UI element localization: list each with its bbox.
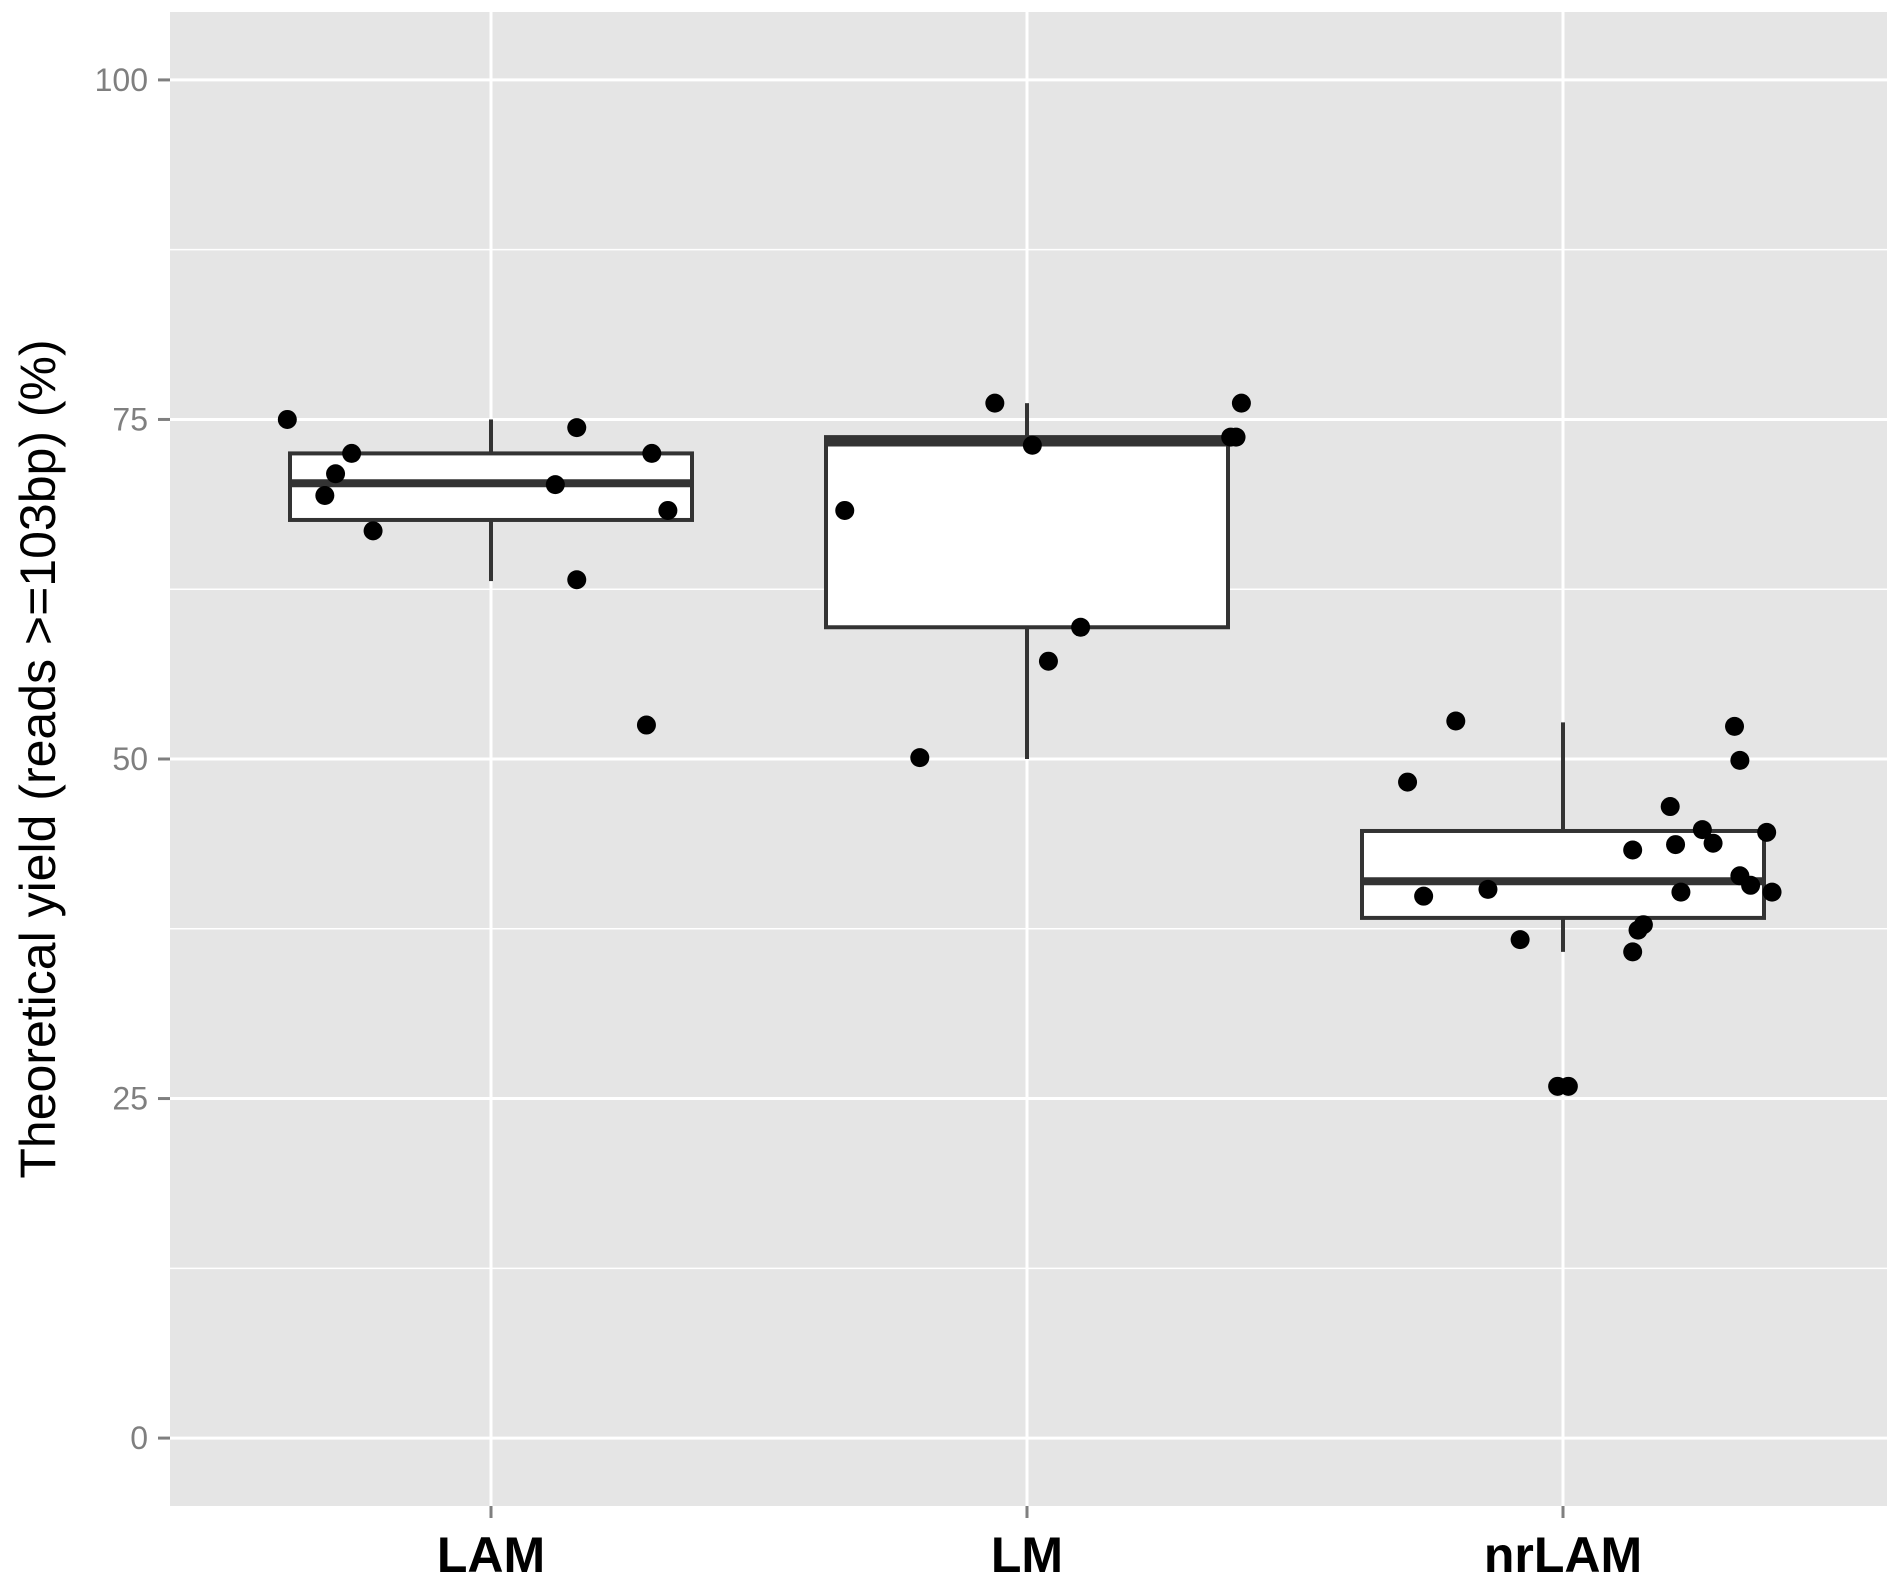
data-point	[315, 486, 335, 506]
data-point	[910, 748, 930, 768]
box-layer	[288, 403, 1766, 952]
data-point	[1623, 942, 1643, 962]
data-point	[1703, 833, 1723, 853]
data-point	[1022, 435, 1042, 455]
y-axis-title: Theoretical yield (reads >=103bp) (%)	[10, 339, 66, 1178]
data-point	[1692, 820, 1712, 840]
data-point	[1231, 393, 1251, 413]
data-point	[1762, 882, 1782, 902]
y-tick-label: 25	[112, 1081, 148, 1117]
x-axis: LAM LM nrLAM	[437, 1506, 1642, 1581]
y-axis: 0 25 50 75 100	[95, 62, 170, 1456]
data-point	[985, 393, 1005, 413]
data-point	[1226, 427, 1246, 447]
point-layer	[277, 393, 1782, 1096]
box-lam	[288, 419, 694, 582]
data-point	[1633, 915, 1653, 935]
y-tick-label: 0	[130, 1420, 148, 1456]
data-point	[1038, 651, 1058, 671]
data-point	[1666, 835, 1686, 855]
data-point	[1446, 711, 1466, 731]
data-point	[1671, 882, 1691, 902]
data-point	[1071, 617, 1091, 637]
data-point	[545, 475, 565, 495]
data-point	[277, 409, 297, 429]
data-point	[1730, 750, 1750, 770]
box-iqr	[824, 435, 1230, 630]
data-point	[567, 418, 587, 438]
box-lm	[824, 403, 1230, 759]
data-point	[1414, 886, 1434, 906]
data-point	[567, 570, 587, 590]
data-point	[1741, 875, 1761, 895]
data-point	[1558, 1076, 1578, 1096]
data-point	[1510, 930, 1530, 950]
y-tick-label: 100	[95, 62, 148, 98]
x-tick-label: LAM	[437, 1527, 545, 1581]
data-point	[636, 715, 656, 735]
data-point	[1660, 797, 1680, 817]
data-point	[1757, 822, 1777, 842]
data-point	[642, 443, 662, 463]
box-nrlam	[1360, 722, 1766, 952]
data-point	[835, 500, 855, 520]
x-tick-label: nrLAM	[1484, 1527, 1642, 1581]
x-tick-label: LM	[991, 1527, 1063, 1581]
y-tick-label: 75	[112, 401, 148, 437]
data-point	[326, 464, 346, 484]
data-point	[658, 500, 678, 520]
data-point	[342, 443, 362, 463]
data-point	[1478, 879, 1498, 899]
y-tick-label: 50	[112, 741, 148, 777]
data-point	[1398, 772, 1418, 792]
data-point	[1623, 840, 1643, 860]
data-point	[1725, 716, 1745, 736]
data-point	[363, 521, 383, 541]
